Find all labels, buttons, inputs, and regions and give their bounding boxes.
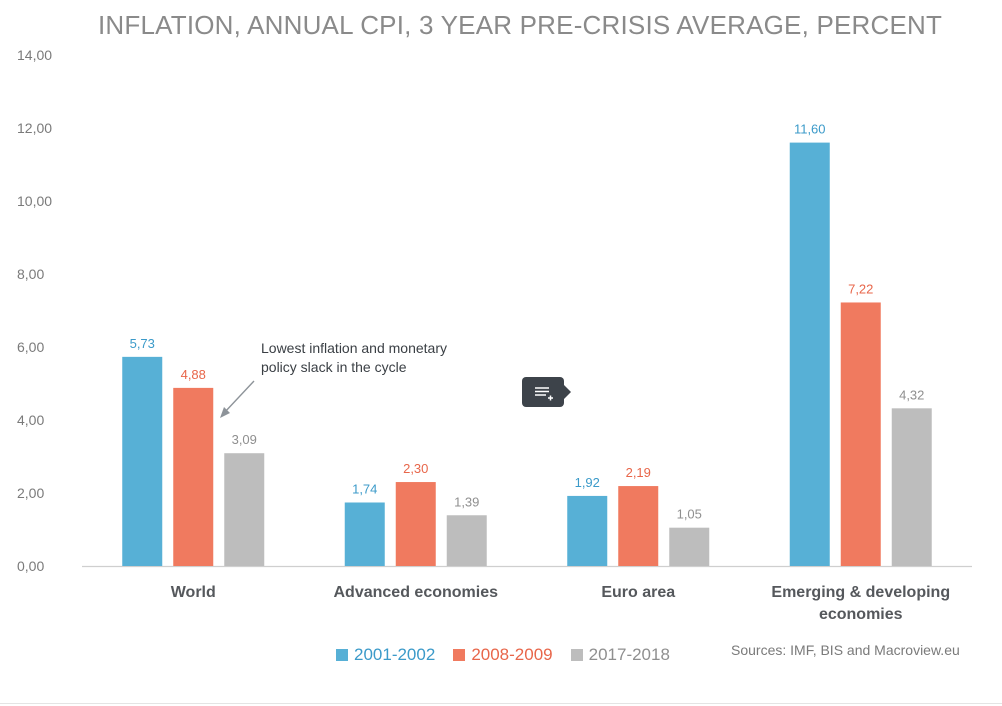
chart-legend: 2001-2002 2008-2009 2017-2018 (336, 645, 670, 665)
bar (122, 356, 163, 566)
chart-annotation: Lowest inflation and monetary policy sla… (261, 339, 491, 377)
data-label: 3,09 (232, 432, 257, 447)
bar (789, 142, 830, 566)
bar (395, 482, 436, 566)
data-label: 5,73 (130, 336, 155, 351)
y-tick-label: 6,00 (17, 339, 44, 355)
category-label: Emerging & developing (771, 584, 950, 601)
y-tick-label: 14,00 (17, 47, 52, 63)
data-label: 1,39 (454, 494, 479, 509)
data-label: 1,74 (352, 481, 377, 496)
source-note: Sources: IMF, BIS and Macroview.eu (731, 642, 960, 658)
bar (344, 502, 385, 566)
category-label: Advanced economies (334, 584, 499, 601)
bar (891, 408, 932, 566)
data-label: 4,88 (181, 367, 206, 382)
bar (840, 302, 881, 566)
data-label: 2,19 (626, 465, 651, 480)
legend-label: 2008-2009 (471, 645, 553, 664)
y-tick-label: 8,00 (17, 266, 44, 282)
y-tick-label: 12,00 (17, 120, 52, 136)
data-label: 4,32 (899, 387, 924, 402)
category-label: Euro area (601, 584, 675, 601)
legend-item-2001-2002: 2001-2002 (336, 645, 435, 665)
bar (173, 387, 214, 566)
data-label: 1,92 (575, 475, 600, 490)
divider (0, 703, 1002, 704)
legend-item-2017-2018: 2017-2018 (570, 645, 670, 665)
bar (669, 527, 710, 566)
data-label: 11,60 (794, 122, 826, 137)
category-label: economies (819, 606, 903, 623)
bar (567, 495, 608, 566)
y-tick-label: 2,00 (17, 485, 44, 501)
y-tick-label: 10,00 (17, 193, 52, 209)
legend-item-2008-2009: 2008-2009 (453, 645, 553, 665)
data-label: 7,22 (848, 281, 873, 296)
data-label: 1,05 (677, 507, 702, 522)
annotation-line-2: policy slack in the cycle (261, 359, 407, 375)
legend-swatch (570, 649, 583, 661)
legend-label: 2017-2018 (588, 645, 670, 664)
data-label: 2,30 (403, 461, 428, 476)
category-label: World (171, 584, 216, 601)
annotation-arrow (223, 380, 255, 414)
add-note-icon (535, 387, 553, 401)
bar (224, 453, 265, 566)
chart-title: INFLATION, ANNUAL CPI, 3 YEAR PRE-CRISIS… (98, 10, 943, 40)
legend-swatch (336, 649, 348, 661)
bar (618, 486, 659, 566)
annotation-line-1: Lowest inflation and monetary (261, 340, 447, 356)
bar (446, 515, 487, 566)
annotation-arrowhead (220, 407, 230, 418)
y-tick-label: 4,00 (17, 412, 44, 428)
legend-swatch (453, 649, 466, 661)
add-comment-button[interactable] (522, 377, 571, 407)
legend-label: 2001-2002 (354, 645, 436, 664)
y-tick-label: 0,00 (17, 558, 44, 574)
